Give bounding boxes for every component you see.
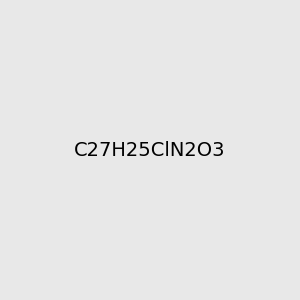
Text: C27H25ClN2O3: C27H25ClN2O3 — [74, 140, 226, 160]
